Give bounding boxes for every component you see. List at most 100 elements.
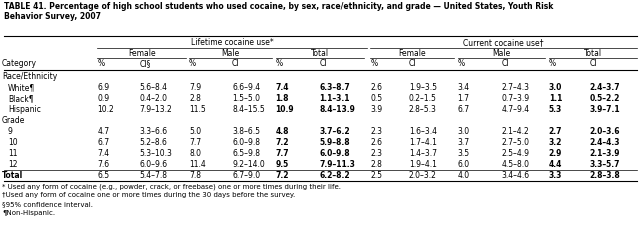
Text: TABLE 41. Percentage of high school students who used cocaine, by sex, race/ethn: TABLE 41. Percentage of high school stud… [4,2,553,21]
Text: 2.8: 2.8 [370,160,383,169]
Text: 7.6: 7.6 [97,160,110,169]
Text: %: % [549,59,556,68]
Text: 1.1: 1.1 [549,94,562,103]
Text: 3.0: 3.0 [458,127,470,136]
Text: 6.7: 6.7 [97,138,110,147]
Text: 2.4–4.3: 2.4–4.3 [590,138,620,147]
Text: White¶: White¶ [8,83,35,92]
Text: 2.7–4.3: 2.7–4.3 [501,83,529,92]
Text: 3.4–4.6: 3.4–4.6 [501,171,529,180]
Text: Male: Male [222,49,240,58]
Text: 0.5: 0.5 [370,94,383,103]
Text: 6.6–9.4: 6.6–9.4 [232,83,260,92]
Text: 3.8–6.5: 3.8–6.5 [232,127,260,136]
Text: Current cocaine use†: Current cocaine use† [463,38,544,47]
Text: 5.6–8.4: 5.6–8.4 [140,83,168,92]
Text: 6.7: 6.7 [458,105,470,114]
Text: 1.7: 1.7 [458,94,470,103]
Text: CI: CI [319,59,327,68]
Text: 2.3: 2.3 [370,149,383,158]
Text: Total: Total [311,49,329,58]
Text: 8.0: 8.0 [189,149,201,158]
Text: 3.3–6.6: 3.3–6.6 [140,127,168,136]
Text: 3.9–7.1: 3.9–7.1 [590,105,620,114]
Text: 2.8: 2.8 [189,94,201,103]
Text: 1.9–3.5: 1.9–3.5 [409,83,437,92]
Text: %: % [370,59,378,68]
Text: 7.7: 7.7 [276,149,289,158]
Text: 0.5–2.2: 0.5–2.2 [590,94,620,103]
Text: 3.7–6.2: 3.7–6.2 [319,127,350,136]
Text: 8.4–15.5: 8.4–15.5 [232,105,265,114]
Text: 2.5–4.9: 2.5–4.9 [501,149,529,158]
Text: 5.4–7.8: 5.4–7.8 [140,171,168,180]
Text: 4.4: 4.4 [549,160,562,169]
Text: 2.9: 2.9 [549,149,562,158]
Text: 4.8: 4.8 [276,127,289,136]
Text: 4.0: 4.0 [458,171,470,180]
Text: 7.9–11.3: 7.9–11.3 [319,160,355,169]
Text: 3.3–5.7: 3.3–5.7 [590,160,620,169]
Text: 0.7–3.9: 0.7–3.9 [501,94,529,103]
Text: 1.4–3.7: 1.4–3.7 [409,149,437,158]
Text: 2.7–5.0: 2.7–5.0 [501,138,529,147]
Text: 7.2: 7.2 [276,171,289,180]
Text: 10.9: 10.9 [276,105,294,114]
Text: 8.4–13.9: 8.4–13.9 [319,105,355,114]
Text: 3.7: 3.7 [458,138,470,147]
Text: 6.0–9.6: 6.0–9.6 [140,160,168,169]
Text: 2.0–3.2: 2.0–3.2 [409,171,437,180]
Text: %: % [276,59,283,68]
Text: 1.7–4.1: 1.7–4.1 [409,138,437,147]
Text: %: % [189,59,196,68]
Text: 1.5–5.0: 1.5–5.0 [232,94,260,103]
Text: 9: 9 [8,127,13,136]
Text: 7.4: 7.4 [97,149,110,158]
Text: 2.6: 2.6 [370,138,383,147]
Text: 10.2: 10.2 [97,105,114,114]
Text: CI§: CI§ [140,59,151,68]
Text: 11.5: 11.5 [189,105,206,114]
Text: 7.9–13.2: 7.9–13.2 [140,105,172,114]
Text: 4.7–9.4: 4.7–9.4 [501,105,529,114]
Text: Category: Category [2,59,37,68]
Text: 9.2–14.0: 9.2–14.0 [232,160,265,169]
Text: 3.3: 3.3 [549,171,562,180]
Text: 2.1–4.2: 2.1–4.2 [501,127,529,136]
Text: 6.0: 6.0 [458,160,470,169]
Text: 0.4–2.0: 0.4–2.0 [140,94,168,103]
Text: Black¶: Black¶ [8,94,33,103]
Text: 3.0: 3.0 [549,83,562,92]
Text: †Used any form of cocaine one or more times during the 30 days before the survey: †Used any form of cocaine one or more ti… [2,192,296,198]
Text: 5.9–8.8: 5.9–8.8 [319,138,350,147]
Text: 10: 10 [8,138,17,147]
Text: 1.9–4.1: 1.9–4.1 [409,160,437,169]
Text: 6.0–9.8: 6.0–9.8 [319,149,350,158]
Text: 2.0–3.6: 2.0–3.6 [590,127,620,136]
Text: 2.7: 2.7 [549,127,562,136]
Text: 2.1–3.9: 2.1–3.9 [590,149,620,158]
Text: 5.3–10.3: 5.3–10.3 [140,149,172,158]
Text: Female: Female [128,49,156,58]
Text: 6.7–9.0: 6.7–9.0 [232,171,260,180]
Text: %: % [97,59,104,68]
Text: 1.1–3.1: 1.1–3.1 [319,94,350,103]
Text: 0.9: 0.9 [97,94,110,103]
Text: 9.5: 9.5 [276,160,289,169]
Text: 7.7: 7.7 [189,138,201,147]
Text: 6.5–9.8: 6.5–9.8 [232,149,260,158]
Text: 2.3: 2.3 [370,127,383,136]
Text: 3.5: 3.5 [458,149,470,158]
Text: ¶Non-Hispanic.: ¶Non-Hispanic. [2,210,55,216]
Text: CI: CI [501,59,509,68]
Text: CI: CI [409,59,417,68]
Text: 7.9: 7.9 [189,83,201,92]
Text: 4.5–8.0: 4.5–8.0 [501,160,529,169]
Text: 1.6–3.4: 1.6–3.4 [409,127,437,136]
Text: 2.5: 2.5 [370,171,383,180]
Text: %: % [458,59,465,68]
Text: Grade: Grade [2,116,26,125]
Text: 6.9: 6.9 [97,83,110,92]
Text: 6.0–9.8: 6.0–9.8 [232,138,260,147]
Text: CI: CI [590,59,597,68]
